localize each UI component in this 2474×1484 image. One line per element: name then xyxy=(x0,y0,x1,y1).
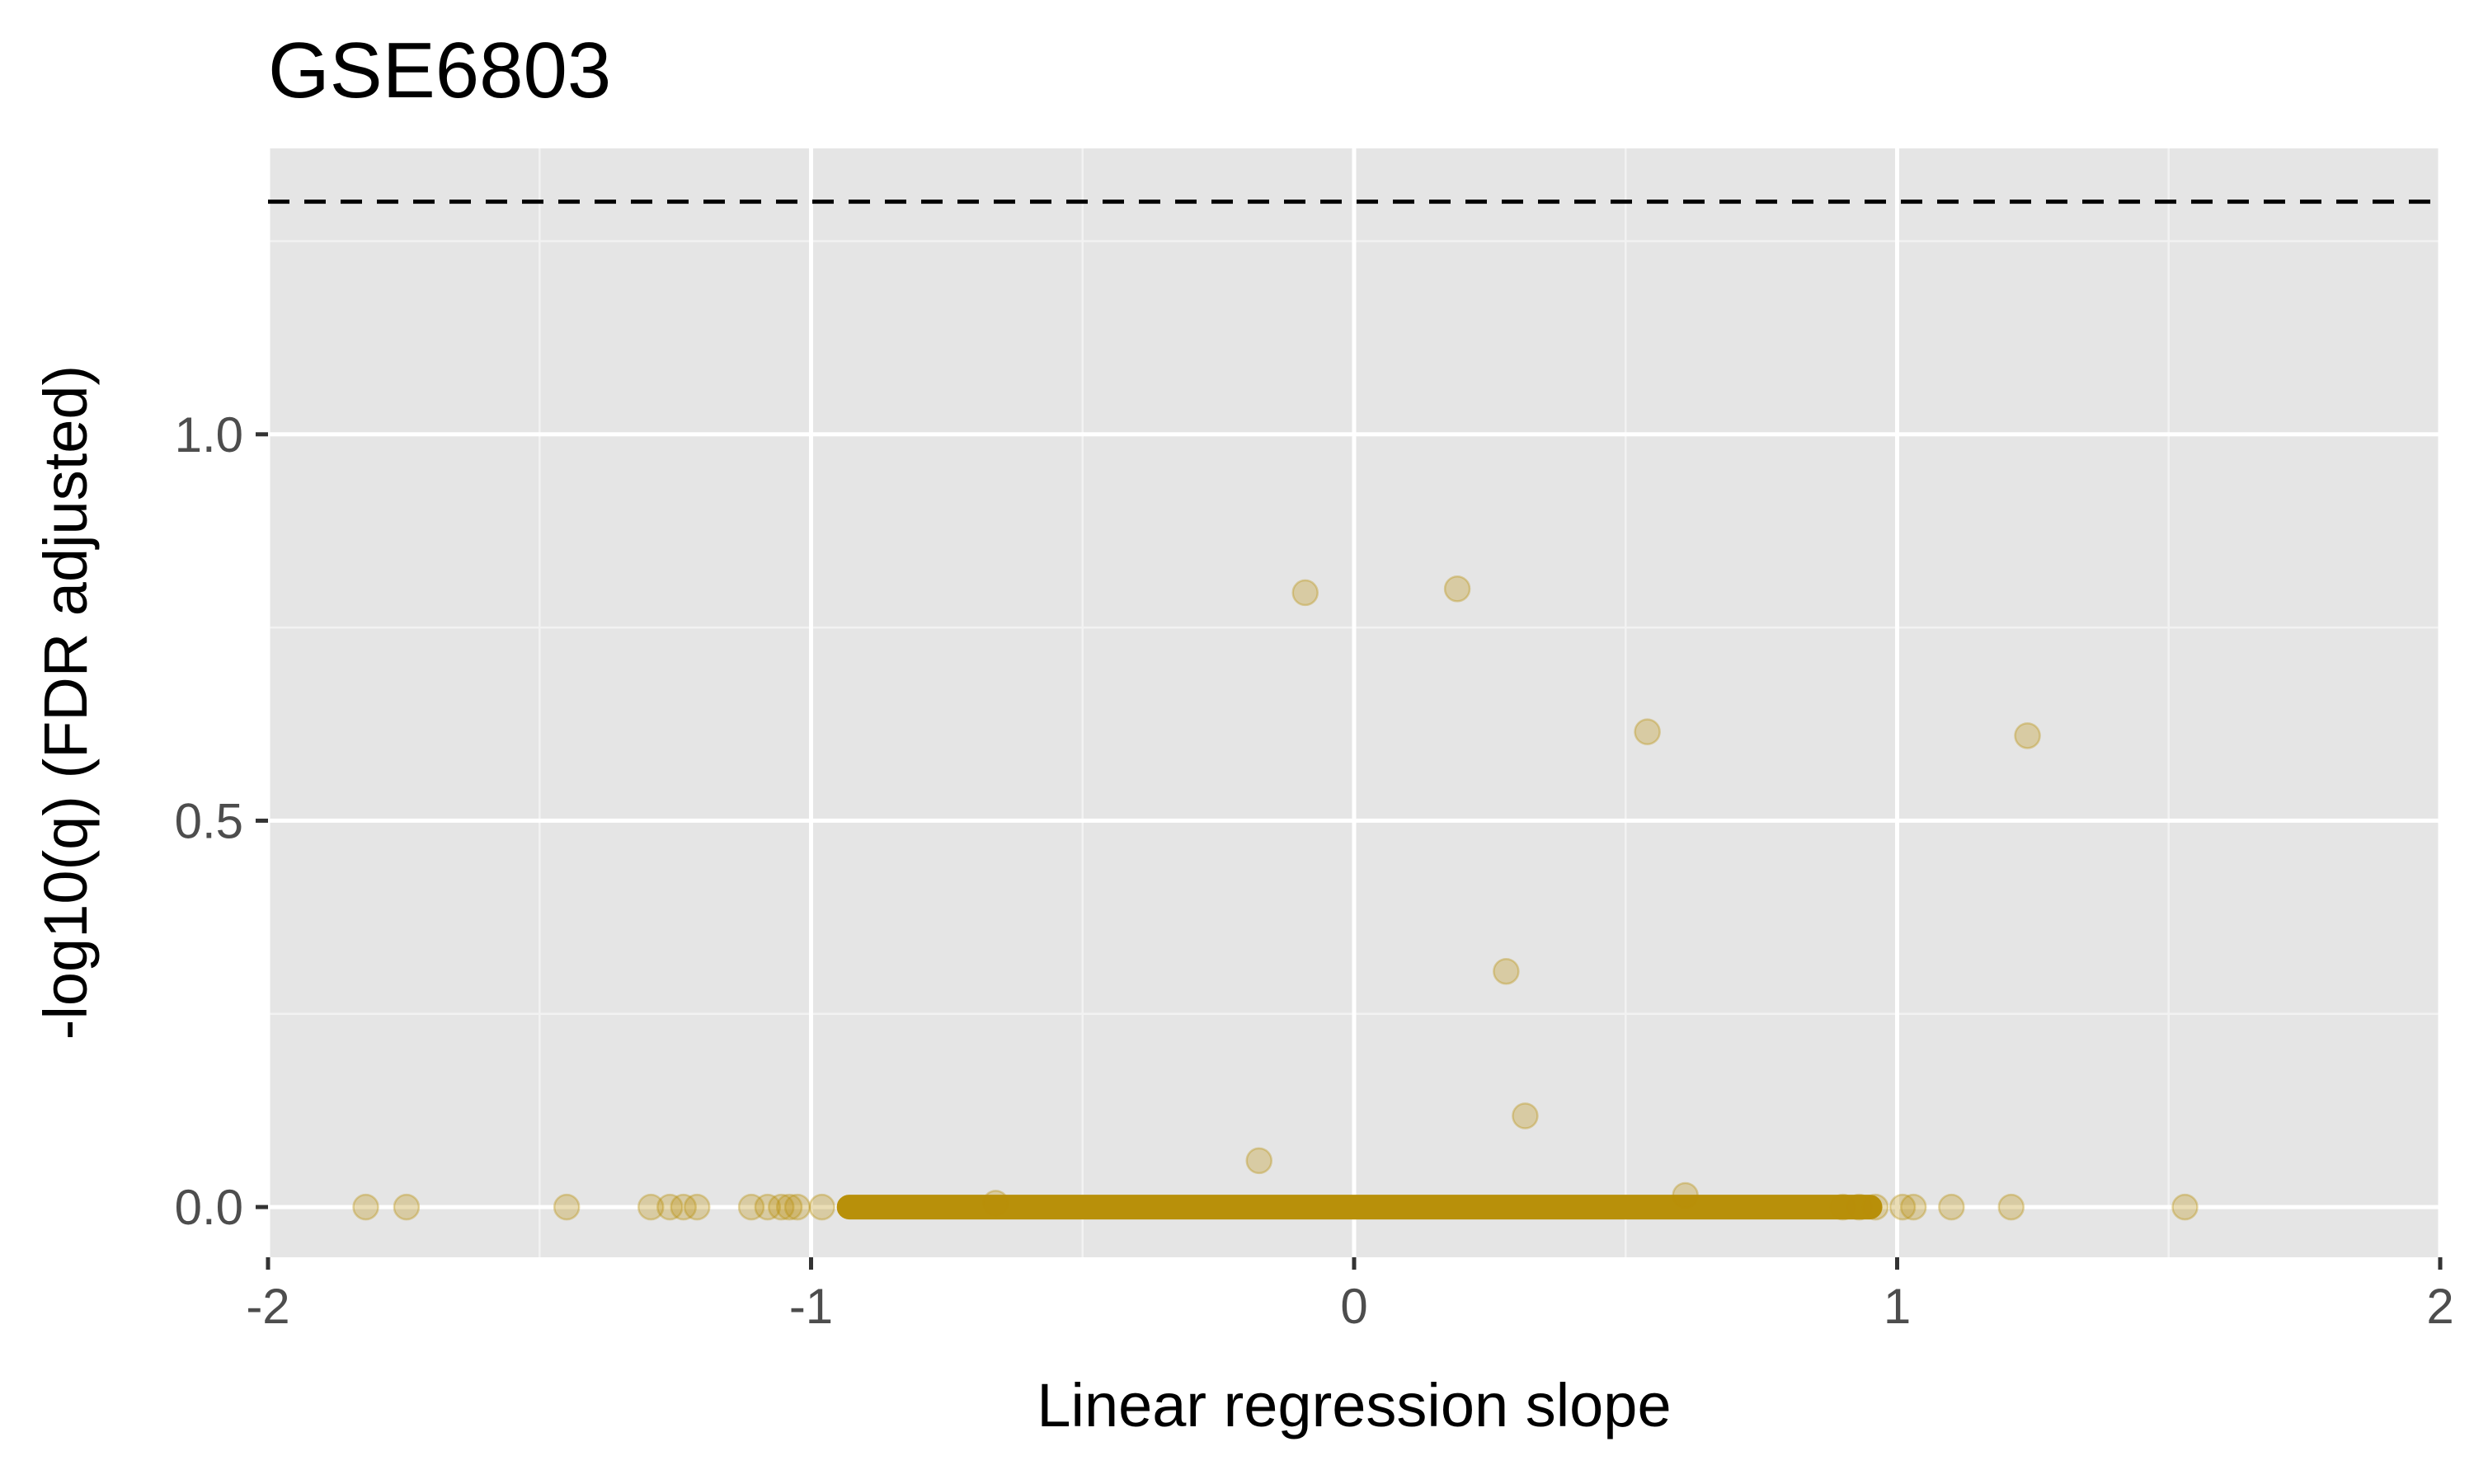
data-point xyxy=(1888,1193,1917,1221)
data-point xyxy=(982,1190,1009,1217)
data-point xyxy=(1672,1181,1699,1209)
data-point xyxy=(683,1193,711,1221)
data-point xyxy=(1512,1102,1539,1129)
data-point xyxy=(1900,1193,1927,1221)
y-axis-label: -log10(q) (FDR adjusted) xyxy=(31,365,100,1040)
data-point xyxy=(775,1193,803,1221)
data-point xyxy=(393,1193,421,1221)
data-point xyxy=(783,1193,811,1221)
x-tick-label: 0 xyxy=(1340,1279,1367,1334)
data-point xyxy=(2171,1193,2199,1221)
data-point xyxy=(1829,1193,1856,1221)
data-point xyxy=(1861,1193,1889,1221)
data-point xyxy=(1846,1193,1873,1221)
y-tick-label: 0.5 xyxy=(175,793,243,848)
y-tick-label: 0.0 xyxy=(175,1180,243,1235)
data-point xyxy=(1291,579,1319,607)
points-layer xyxy=(352,575,2199,1221)
x-axis-label: Linear regression slope xyxy=(1037,1371,1671,1439)
data-point xyxy=(1245,1147,1273,1175)
data-point xyxy=(1634,718,1661,745)
data-point xyxy=(754,1193,782,1221)
axis-layer: -2 -1 0 1 2 0.0 0.5 1.0 xyxy=(175,407,2454,1334)
data-point xyxy=(670,1193,698,1221)
data-point xyxy=(1997,1193,2025,1221)
data-point xyxy=(1938,1193,1965,1221)
data-point xyxy=(1493,957,1520,985)
data-point xyxy=(737,1193,765,1221)
grid-layer xyxy=(266,148,2443,1257)
data-point xyxy=(352,1193,379,1221)
x-tick-label: -2 xyxy=(246,1279,289,1334)
data-point xyxy=(1443,575,1471,603)
y-tick-label: 1.0 xyxy=(175,407,243,463)
data-point xyxy=(637,1193,665,1221)
x-tick-label: 2 xyxy=(2426,1279,2453,1334)
x-tick-label: -1 xyxy=(789,1279,833,1334)
chart-title: GSE6803 xyxy=(268,26,611,115)
data-point xyxy=(656,1193,684,1221)
data-point xyxy=(768,1193,795,1221)
data-point xyxy=(2014,722,2041,749)
data-point xyxy=(808,1193,835,1221)
data-point xyxy=(553,1193,581,1221)
x-tick-label: 1 xyxy=(1884,1279,1911,1334)
